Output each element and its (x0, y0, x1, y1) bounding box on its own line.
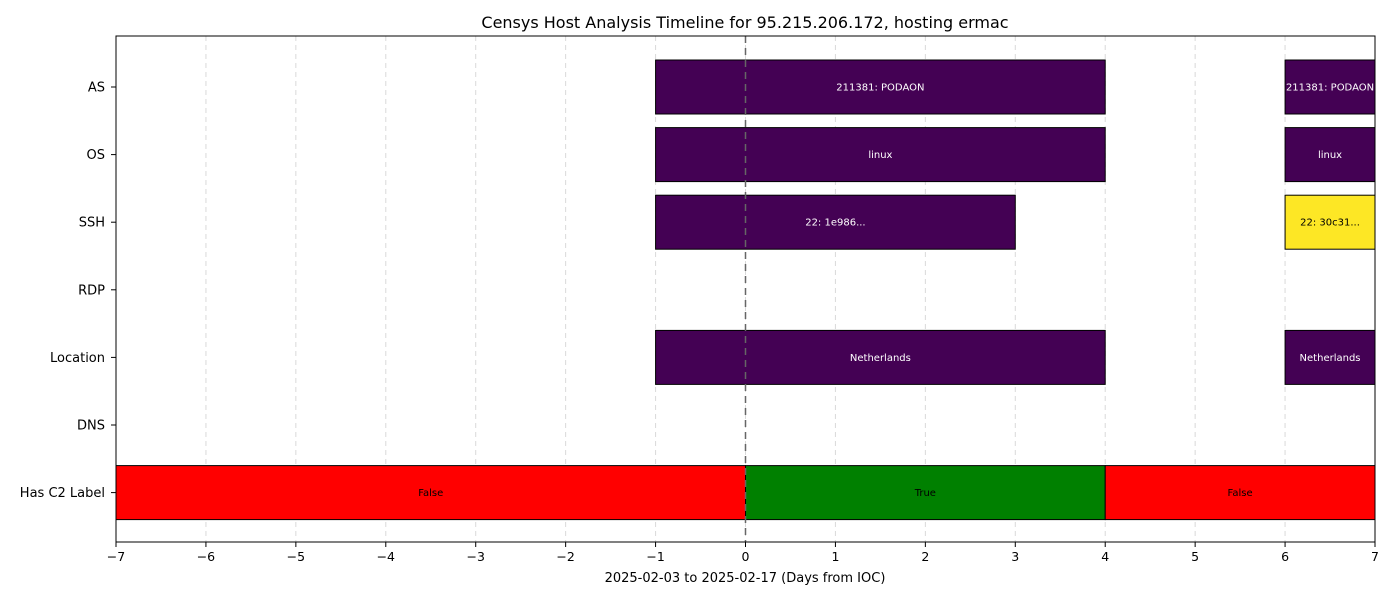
axes-layer: −7 −6 −5 −4 −3 −2 −1 0 1 2 3 4 5 6 7 AS OS SSH RDP Location… (20, 35, 1379, 564)
segment-label: 211381: PODAON (1286, 83, 1374, 94)
timeline-segment (655, 194, 1016, 250)
y-category-label: SSH (79, 216, 105, 231)
y-category-label: Location (50, 351, 105, 366)
x-tick-label: 3 (1011, 549, 1019, 564)
segment-label: 22: 30c31... (1300, 218, 1360, 229)
x-tick-label: −7 (107, 549, 125, 564)
timeline-segment (655, 329, 1106, 385)
x-tick-label: 6 (1281, 549, 1289, 564)
x-tick-label: −5 (287, 549, 305, 564)
segment-label: linux (1318, 150, 1342, 161)
x-tick-label: 5 (1191, 549, 1199, 564)
x-tick-label: 0 (742, 549, 750, 564)
y-category-label: Has C2 Label (20, 486, 105, 501)
y-category-label: RDP (78, 283, 105, 298)
x-tick-label: 1 (831, 549, 839, 564)
x-tick-label: −3 (466, 549, 484, 564)
timeline-segment (655, 127, 1106, 183)
x-tick-label: −6 (197, 549, 215, 564)
segment-label: Netherlands (850, 353, 911, 364)
segment-label: Netherlands (1300, 353, 1361, 364)
segment-label: linux (868, 150, 892, 161)
segment-label: True (914, 488, 936, 499)
segment-label: False (1228, 488, 1253, 499)
timeline-segment (655, 59, 1106, 115)
timeline-segment (1284, 194, 1376, 250)
segment-label: 22: 1e986... (805, 218, 865, 229)
y-category-label: DNS (77, 419, 105, 434)
x-tick-label: −2 (556, 549, 574, 564)
segment-label: False (418, 488, 443, 499)
x-tick-label: 4 (1101, 549, 1109, 564)
chart-title: Censys Host Analysis Timeline for 95.215… (481, 13, 1008, 32)
timeline-segment (1284, 127, 1376, 183)
segment-label: 211381: PODAON (836, 83, 924, 94)
x-tick-label: −1 (646, 549, 664, 564)
y-category-label: AS (88, 81, 105, 96)
x-tick-label: 7 (1371, 549, 1379, 564)
timeline-segment (1284, 329, 1376, 385)
timeline-segment (745, 465, 1106, 521)
x-tick-label: 2 (921, 549, 929, 564)
x-axis-label: 2025-02-03 to 2025-02-17 (Days from IOC) (605, 571, 886, 586)
x-tick-label: −4 (377, 549, 395, 564)
bars-layer: 211381: PODAON 211381: PODAON linux linux 22… (115, 59, 1376, 521)
y-category-label: OS (87, 148, 105, 163)
